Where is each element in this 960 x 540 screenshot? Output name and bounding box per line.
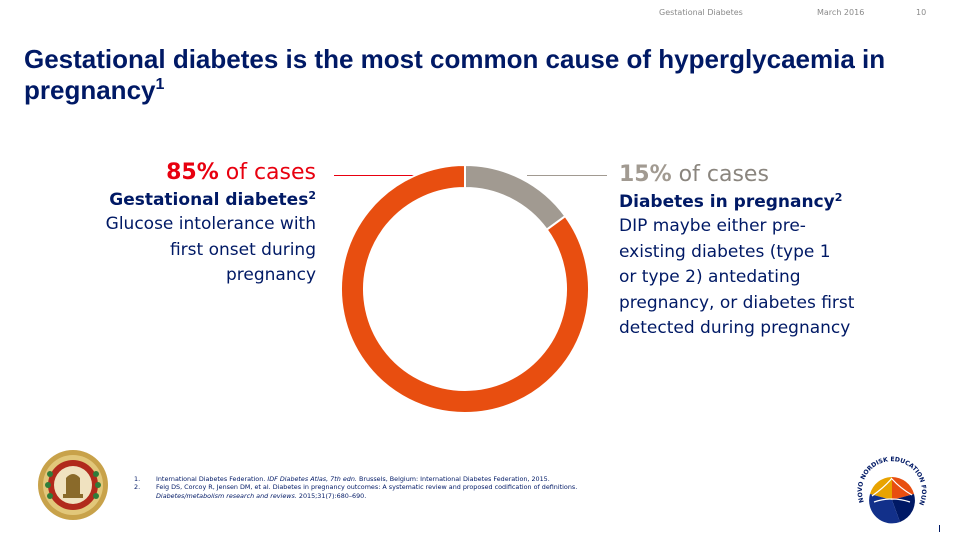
dip-description-line: DIP maybe either pre- [619, 216, 806, 236]
gdm-description-line: Glucose intolerance with [105, 214, 316, 234]
gdm-description-line: pregnancy [225, 265, 316, 285]
foundation-logo: NOVO NORDISK EDUCATION FOUNDATION [848, 448, 927, 524]
corner-mark [939, 525, 940, 532]
reference-item: 1. International Diabetes Federation. IDF… [134, 475, 734, 483]
slide-title: Gestational diabetes is the most common … [24, 44, 904, 106]
dip-heading: Diabetes in pregnancy2 [619, 190, 939, 214]
reference-item: Diabetes/metabolism research and reviews… [134, 492, 734, 500]
dip-description-line: or type 2) antedating [619, 267, 801, 287]
gdm-callout: 85% of cases Gestational diabetes2 Gluco… [16, 158, 316, 289]
dip-percent-unit: of cases [678, 162, 769, 187]
dip-percent: 15% [619, 162, 672, 187]
donut-chart [340, 164, 590, 414]
gdm-percent-unit: of cases [225, 160, 316, 185]
reference-text: Feig DS, Corcoy R, Jensen DM, et al. Dia… [156, 483, 577, 491]
gdm-description-line: first onset during [169, 239, 316, 260]
reference-text-part: Brussels, Belgium: International Diabete… [356, 475, 550, 483]
dip-heading-text: Diabetes in pregnancy [619, 192, 835, 212]
dip-callout: 15% of cases Diabetes in pregnancy2 DIP … [619, 160, 939, 342]
donut-slice-gestational-diabetes [340, 164, 590, 414]
gdm-heading: Gestational diabetes2 [16, 188, 316, 212]
gdm-percent-line: 85% of cases [16, 158, 316, 188]
reference-text: Diabetes/metabolism research and reviews… [156, 492, 366, 500]
dip-percent-line: 15% of cases [619, 160, 939, 190]
reference-number [134, 492, 156, 500]
references: 1. International Diabetes Federation. IDF… [134, 475, 734, 500]
state-emblem-seal [38, 450, 108, 520]
reference-text-part: IDF Diabetes Atlas, 7th edn. [267, 475, 357, 483]
gdm-leader-line [334, 175, 414, 176]
header-date: March 2016 [817, 8, 865, 17]
reference-text-part: 2015;31(7):680–690. [296, 491, 367, 500]
dip-description-line: detected during pregnancy [619, 318, 851, 338]
reference-item: 2. Feig DS, Corcoy R, Jensen DM, et al. D… [134, 483, 734, 491]
dip-description-line: existing diabetes (type 1 [619, 241, 831, 262]
reference-text-part: Diabetes/metabolism research and reviews… [156, 491, 297, 500]
title-footnote-ref: 1 [155, 76, 165, 93]
reference-text-part: International Diabetes Federation. [156, 475, 268, 483]
reference-number: 1. [134, 475, 141, 483]
gdm-percent: 85% [166, 160, 219, 185]
gdm-heading-text: Gestational diabetes [109, 190, 309, 210]
gdm-heading-ref: 2 [308, 189, 316, 202]
reference-text: International Diabetes Federation. IDF D… [156, 475, 550, 483]
slide-title-text: Gestational diabetes is the most common … [24, 44, 886, 105]
dip-heading-ref: 2 [834, 191, 843, 204]
dip-leader-line [527, 175, 607, 176]
gdm-description: Glucose intolerance with first onset dur… [16, 212, 316, 289]
dip-description-line: pregnancy, or diabetes first [619, 292, 855, 313]
dip-description: DIP maybe either pre- existing diabetes … [619, 214, 939, 342]
reference-number: 2. [134, 483, 141, 492]
page-number: 10 [916, 8, 927, 17]
donut-slice-diabetes-in-pregnancy [464, 164, 567, 232]
header-topic: Gestational Diabetes [659, 8, 743, 17]
reference-text-part: Feig DS, Corcoy R, Jensen DM, et al. Dia… [156, 483, 578, 492]
